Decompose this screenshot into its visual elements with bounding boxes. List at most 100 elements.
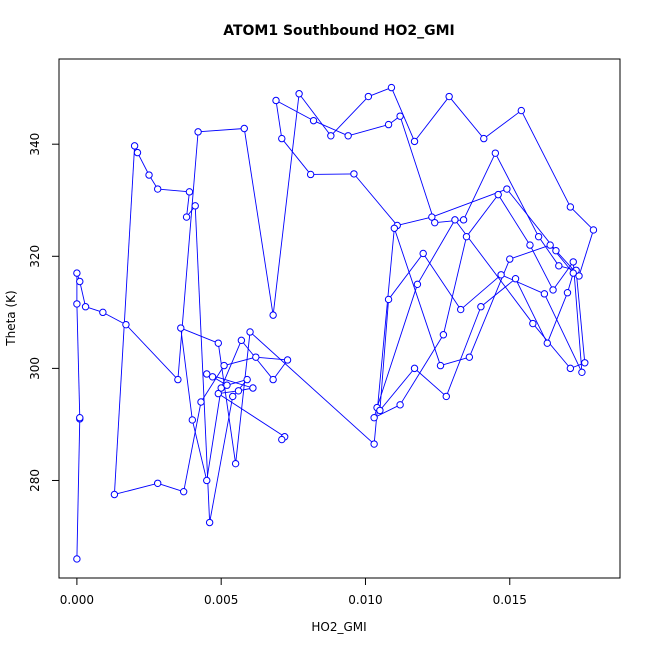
series-line-segment bbox=[368, 87, 392, 97]
data-point bbox=[188, 416, 197, 424]
series-line-segment bbox=[422, 253, 462, 310]
data-point bbox=[517, 106, 526, 115]
data-point bbox=[174, 375, 182, 384]
data-point bbox=[494, 190, 502, 199]
series-line-segment bbox=[281, 138, 311, 175]
data-point bbox=[269, 311, 277, 319]
series-line-segment bbox=[180, 327, 193, 421]
data-point bbox=[431, 218, 439, 227]
series-line-segment bbox=[200, 365, 225, 403]
data-point bbox=[396, 401, 404, 409]
series-line-segment bbox=[313, 120, 349, 137]
series-line-segment bbox=[520, 110, 571, 208]
data-point bbox=[451, 216, 459, 224]
series-line-segment bbox=[272, 359, 288, 380]
data-point bbox=[81, 303, 90, 311]
data-point bbox=[179, 487, 188, 496]
data-point bbox=[480, 134, 488, 143]
series-line-segment bbox=[431, 188, 508, 218]
series-line-segment bbox=[275, 100, 314, 122]
series-line-segment bbox=[113, 145, 136, 495]
series-line-segment bbox=[538, 236, 560, 267]
series-line-segment bbox=[393, 228, 441, 366]
series-line-segment bbox=[76, 303, 81, 418]
data-point bbox=[177, 324, 185, 332]
data-point bbox=[569, 269, 577, 277]
data-point bbox=[581, 359, 589, 367]
data-point bbox=[130, 142, 139, 150]
series-line-segment bbox=[509, 244, 551, 260]
series-line-segment bbox=[235, 331, 251, 464]
data-point bbox=[563, 289, 572, 297]
data-point bbox=[283, 356, 292, 364]
series-line-segment bbox=[463, 152, 496, 221]
plot-frame bbox=[58, 58, 621, 579]
data-point bbox=[529, 319, 537, 328]
data-point bbox=[445, 92, 453, 101]
data-point bbox=[243, 375, 251, 384]
series-line-segment bbox=[198, 128, 245, 133]
data-point bbox=[477, 303, 485, 311]
series-line-segment bbox=[275, 100, 283, 139]
series-line-segment bbox=[515, 278, 548, 344]
data-point bbox=[442, 392, 450, 401]
chart-title: ATOM1 Southbound HO2_GMI bbox=[223, 23, 455, 39]
series-line-segment bbox=[442, 236, 467, 335]
data-point bbox=[182, 213, 191, 221]
data-point bbox=[384, 120, 393, 129]
series-line-segment bbox=[102, 311, 127, 326]
data-point bbox=[214, 389, 222, 398]
series-line-segment bbox=[137, 152, 150, 176]
data-point bbox=[384, 295, 393, 304]
y-axis-label: Theta (K) bbox=[4, 290, 18, 346]
data-point bbox=[436, 361, 445, 370]
series-line-segment bbox=[157, 482, 184, 493]
x-tick-label: 0.010 bbox=[348, 593, 382, 607]
data-point bbox=[465, 353, 474, 361]
data-point bbox=[555, 262, 563, 270]
data-point bbox=[278, 435, 286, 444]
series-line-segment bbox=[348, 124, 389, 137]
data-point bbox=[208, 373, 217, 381]
data-point bbox=[578, 368, 586, 377]
data-point bbox=[246, 328, 254, 336]
y-tick-label: 280 bbox=[28, 469, 42, 492]
y-axis: 280 300 320 340 bbox=[28, 133, 60, 492]
data-point bbox=[234, 387, 243, 395]
data-point bbox=[503, 185, 511, 193]
series-line-segment bbox=[466, 194, 499, 237]
data-point bbox=[327, 132, 335, 140]
series-line-segment bbox=[353, 173, 398, 226]
data-point bbox=[240, 124, 248, 133]
data-point bbox=[73, 300, 81, 308]
series-line-segment bbox=[255, 356, 288, 361]
data-point bbox=[566, 203, 575, 211]
data-point bbox=[350, 170, 358, 178]
data-point bbox=[540, 290, 549, 298]
data-point bbox=[278, 134, 286, 143]
data-point bbox=[76, 414, 84, 422]
data-point bbox=[229, 392, 237, 401]
data-point bbox=[491, 149, 500, 157]
series-line-segment bbox=[223, 356, 256, 367]
series-line-segment bbox=[177, 131, 199, 380]
data-point bbox=[566, 364, 575, 373]
data-point bbox=[396, 112, 404, 120]
data-point bbox=[231, 459, 240, 468]
data-point bbox=[214, 339, 222, 347]
data-point bbox=[543, 339, 551, 347]
data-point bbox=[205, 518, 214, 527]
series-line-segment bbox=[529, 244, 554, 291]
data-point bbox=[191, 202, 199, 210]
data-point bbox=[526, 241, 534, 249]
data-point bbox=[194, 128, 202, 136]
series-line-segment bbox=[373, 404, 401, 419]
data-point bbox=[459, 216, 468, 224]
data-point bbox=[546, 241, 554, 249]
series-line-segment bbox=[330, 96, 369, 137]
series-line-segment bbox=[575, 270, 586, 363]
data-point bbox=[145, 171, 153, 179]
data-point bbox=[552, 246, 560, 255]
data-point bbox=[217, 384, 225, 392]
series-line-segment bbox=[388, 253, 424, 300]
